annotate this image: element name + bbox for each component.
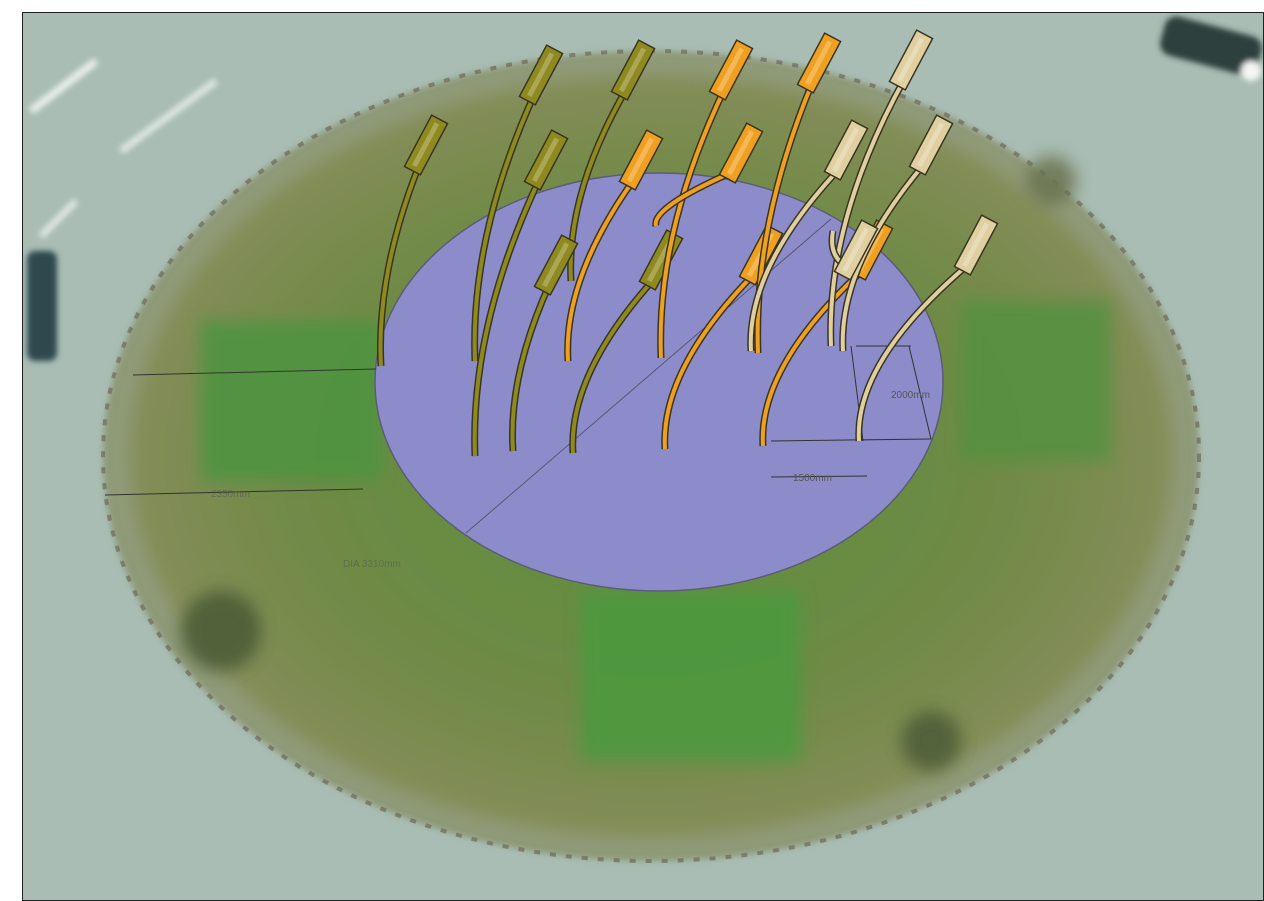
sculpture-head-highlight <box>897 37 925 83</box>
sculpture-stem <box>472 177 542 457</box>
sculpture-head <box>953 214 999 276</box>
sculpture-head <box>908 114 954 176</box>
road-markings <box>27 16 1262 361</box>
sculpture-stem <box>760 266 867 447</box>
sculpture-stem <box>378 162 422 367</box>
sculpture-stem <box>510 282 552 452</box>
sculpture-head <box>403 114 449 176</box>
sculpture-stem <box>856 261 972 442</box>
sculpture-head-highlight <box>842 227 870 273</box>
sculpture-beige-14 <box>839 114 954 352</box>
sculpture-head-highlight <box>412 122 440 168</box>
sculpture-stem <box>653 169 736 227</box>
sculpture-olive-4 <box>567 39 656 282</box>
sculpture-head-highlight <box>627 137 655 183</box>
sculpture-head-highlight <box>527 52 555 98</box>
sculpture-stem <box>662 271 757 450</box>
sculpture-olive-2 <box>471 44 564 362</box>
sculpture-orange-10 <box>652 122 764 227</box>
image-frame: 2000mm 1500mm 2350mm DIA 3310mm <box>22 12 1264 901</box>
sculpture-head-highlight <box>542 242 570 288</box>
sculpture-stem <box>658 87 727 359</box>
sculpture-head <box>708 39 754 101</box>
sculpture-stem <box>748 166 842 352</box>
sculpture-head <box>533 234 579 296</box>
sculpture-orange-7 <box>564 129 664 362</box>
sculpture-beige-17 <box>828 219 879 281</box>
sculpture-head-highlight <box>832 127 860 173</box>
sculpture-olive-3 <box>471 129 569 457</box>
sculpture-head-highlight <box>727 130 755 176</box>
sculpture-olive-6 <box>509 234 579 452</box>
sculpture-head-highlight <box>717 47 745 93</box>
sculpture-stem <box>565 176 637 362</box>
sculpture-head <box>523 129 569 191</box>
offset-dimension-label: 2350mm <box>211 489 250 500</box>
sculpture-platform <box>374 172 944 592</box>
sculpture-orange-12 <box>754 32 842 354</box>
sculpture-head-highlight <box>917 122 945 168</box>
sculpture-stem <box>755 80 815 354</box>
sculpture-head <box>610 39 656 101</box>
sculpture-head <box>888 29 934 91</box>
sculpture-orange-8 <box>657 39 754 359</box>
sculpture-stem <box>472 92 537 362</box>
roundabout-scene: 2000mm 1500mm 2350mm DIA 3310mm <box>23 13 1263 900</box>
sculpture-beige-15 <box>855 214 999 442</box>
sculpture-olive-1 <box>377 114 449 367</box>
spacing-dimension-label: 1500mm <box>793 473 832 484</box>
sculpture-head-highlight <box>532 137 560 183</box>
sculpture-head <box>796 32 842 94</box>
height-dimension-label: 2000mm <box>891 390 930 401</box>
sculpture-beige-13 <box>747 119 869 352</box>
sculpture-stem <box>840 161 927 352</box>
sculpture-group <box>377 29 999 457</box>
sculpture-head <box>518 44 564 106</box>
sculpture-stem <box>568 86 629 282</box>
sculpture-head-highlight <box>962 222 990 268</box>
sculpture-stem <box>570 276 657 454</box>
sculpture-head <box>718 122 764 184</box>
diameter-dimension-label: DIA 3310mm <box>343 559 401 570</box>
sculpture-head-highlight <box>805 40 833 86</box>
sculpture-head <box>618 129 664 191</box>
sculpture-head <box>823 119 869 181</box>
sculpture-stem <box>828 77 907 347</box>
sculpture-head-highlight <box>619 47 647 93</box>
sculpture-head <box>833 219 879 281</box>
sculpture-beige-16 <box>827 29 934 347</box>
